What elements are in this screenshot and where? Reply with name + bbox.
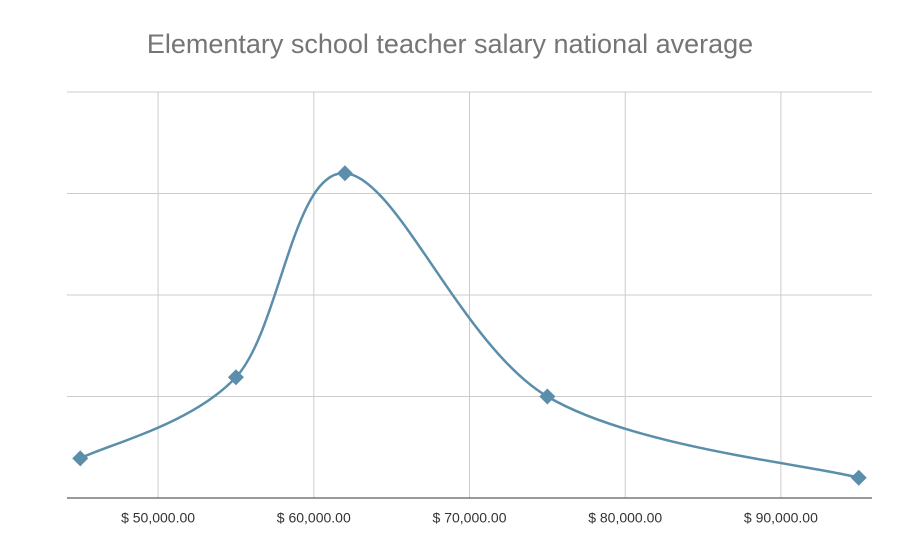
x-tick-label: $ 90,000.00 — [744, 510, 818, 526]
point-marker — [227, 369, 244, 386]
series-line — [79, 171, 860, 479]
x-tick-label: $ 80,000.00 — [588, 510, 662, 526]
point-marker — [539, 388, 556, 405]
point-marker — [336, 165, 353, 182]
point-marker — [850, 469, 867, 486]
x-tick-label: $ 70,000.00 — [433, 510, 507, 526]
point-marker — [72, 450, 89, 467]
chart-title: Elementary school teacher salary nationa… — [147, 29, 753, 59]
x-tick-label: $ 50,000.00 — [121, 510, 195, 526]
x-tick-label: $ 60,000.00 — [277, 510, 351, 526]
